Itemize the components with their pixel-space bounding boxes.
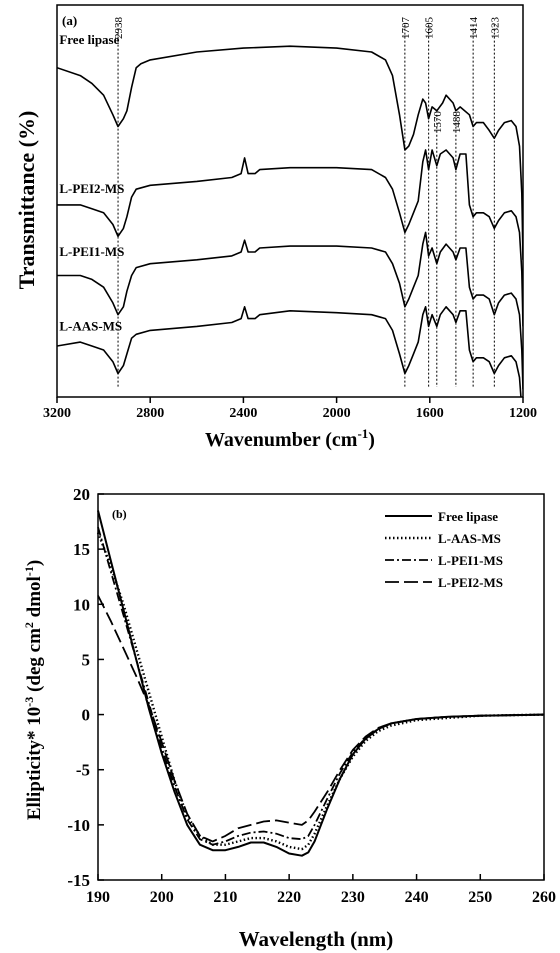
panel-b-legend: Free lipase L-AAS-MS L-PEI1-MS L-PEI2-MS [385,509,503,590]
panel-a-series-group [57,45,523,397]
legend-label-l-aas-ms: L-AAS-MS [438,531,501,546]
panel-a-x-axis-label-sup: -1 [357,426,368,441]
panel-a-peak-markers: 2938 1707 1605 1570 1488 1414 1323 [113,17,501,387]
panel-b-y-sup2: 2 [22,622,36,628]
panel-b-y-ticks: 20 15 10 5 0 -5 -10 -15 [67,485,104,890]
panel-b-cd-chart: (b) 190 200 210 220 230 240 250 260 20 15 10 5 0 -5 -… [22,485,556,951]
series-line-free-lipase [57,45,523,260]
x-tick-label-230: 230 [341,889,365,906]
y-tick-label-20: 20 [73,485,90,504]
panel-a-x-axis-label: Wavenumber (cm-1) [205,426,375,451]
panel-b-y-mid2: dmol [24,576,45,622]
panel-b-label: (b) [112,507,127,521]
y-tick-label--5: -5 [76,761,90,780]
legend-label-free-lipase: Free lipase [438,509,498,524]
peak-label-1605: 1605 [424,17,436,40]
peak-label-2938: 2938 [113,17,125,40]
series-line-l-aas-ms [57,306,522,397]
panel-b-y-mid: (deg cm [24,628,45,697]
x-tick-label-2000: 2000 [323,406,351,421]
panel-b-y-sup3: -1 [22,566,36,576]
x-tick-label-2800: 2800 [136,406,164,421]
panel-a-x-ticks: 3200 2800 2400 2000 1600 1200 [43,397,537,421]
panel-b-x-ticks: 190 200 210 220 230 240 250 260 [86,874,556,906]
series-line-l-pei2-ms [97,595,545,843]
x-tick-label-1600: 1600 [416,406,444,421]
x-tick-label-210: 210 [213,889,237,906]
panel-a-series-labels: Free lipase L-PEI2-MS L-PEI1-MS L-AAS-MS [59,32,124,333]
legend-label-l-pei1-ms: L-PEI1-MS [438,553,503,568]
peak-label-1707: 1707 [400,17,412,40]
series-line-l-pei2-ms [57,149,523,327]
x-tick-label-240: 240 [405,889,429,906]
x-tick-label-250: 250 [468,889,492,906]
y-tick-label--10: -10 [67,816,90,835]
panel-a-x-axis-label-close: ) [368,429,375,451]
peak-label-1323: 1323 [489,17,501,40]
x-tick-label-260: 260 [532,889,556,906]
series-line-l-pei1-ms [97,526,545,846]
peak-label-1414: 1414 [468,17,480,40]
peak-label-1488: 1488 [451,111,463,134]
series-line-l-pei1-ms [57,231,523,390]
series-label-l-pei2-ms: L-PEI2-MS [59,181,124,196]
y-tick-label-15: 15 [73,540,90,559]
series-label-l-aas-ms: L-AAS-MS [59,318,122,333]
panel-a-label: (a) [62,13,77,28]
panel-b-y-close: ) [24,560,45,566]
panel-a-y-axis-label: Transmittance (%) [14,111,39,290]
legend-label-l-pei2-ms: L-PEI2-MS [438,575,503,590]
y-tick-label--15: -15 [67,871,90,890]
x-tick-label-220: 220 [277,889,301,906]
x-tick-label-2400: 2400 [229,406,257,421]
x-tick-label-200: 200 [150,889,174,906]
panel-b-frame [97,493,545,881]
y-tick-label-10: 10 [73,595,90,614]
panel-b-series-group [96,510,545,857]
panel-b-y-sup1: -3 [22,697,36,707]
x-tick-label-190: 190 [86,889,110,906]
series-line-l-aas-ms [96,532,545,851]
panel-a-ftir-chart: (a) 2938 1707 1605 1570 1488 1414 1323 Free li… [14,4,537,451]
panel-b-x-axis-label: Wavelength (nm) [239,927,394,951]
x-tick-label-3200: 3200 [43,406,71,421]
panel-b-y-axis-label: Ellipticity* 10-3 (deg cm2 dmol-1) [22,560,45,820]
y-tick-label-0: 0 [82,706,91,725]
panel-a-frame [56,4,524,398]
series-label-free-lipase: Free lipase [59,32,119,47]
series-label-l-pei1-ms: L-PEI1-MS [59,244,124,259]
x-tick-label-1200: 1200 [509,406,537,421]
peak-label-1570: 1570 [432,111,444,134]
y-tick-label-5: 5 [82,650,91,669]
